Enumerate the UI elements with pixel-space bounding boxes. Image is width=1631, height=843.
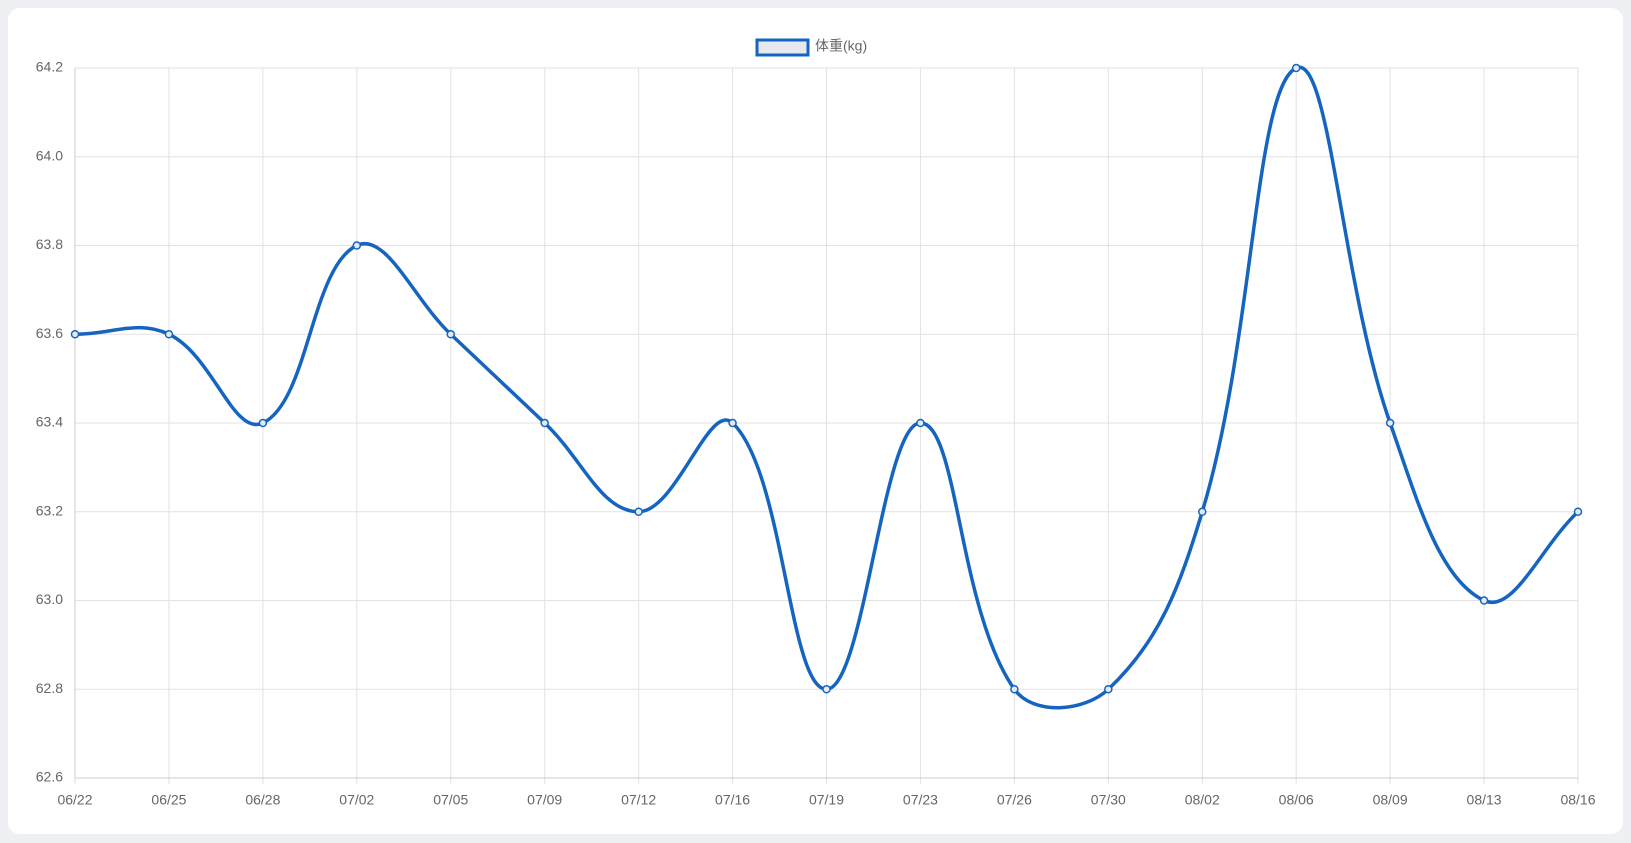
legend-label: 体重(kg) (815, 38, 867, 54)
point (540, 418, 549, 428)
y-tick-label: 63.2 (36, 502, 63, 518)
point (70, 330, 80, 339)
x-tick-label: 07/19 (809, 792, 844, 808)
y-tick-label: 62.6 (36, 769, 63, 785)
x-tick-label: 07/23 (903, 792, 938, 808)
point (1104, 685, 1113, 694)
point (1291, 63, 1301, 73)
point (728, 418, 737, 428)
point (1010, 685, 1019, 694)
y-tick-label: 64.0 (36, 147, 63, 163)
point (258, 418, 268, 428)
y-tick-label: 64.2 (36, 59, 63, 75)
x-tick-label: 07/09 (527, 792, 562, 808)
point (822, 685, 831, 694)
x-tick-label: 07/05 (433, 792, 468, 808)
x-tick-label: 08/13 (1467, 792, 1502, 808)
x-tick-label: 07/26 (997, 792, 1032, 808)
point (1479, 596, 1489, 605)
x-tick-label: 07/16 (715, 792, 750, 808)
point (1573, 507, 1583, 516)
x-tick-label: 07/02 (339, 792, 374, 808)
y-tick-label: 63.4 (36, 414, 63, 430)
x-tick-label: 06/22 (57, 792, 92, 808)
x-tick-label: 06/28 (245, 792, 280, 808)
x-tick-label: 08/16 (1560, 792, 1595, 808)
point (352, 241, 362, 250)
y-tick-label: 62.8 (36, 680, 63, 696)
y-tick-label: 63.0 (36, 591, 63, 607)
y-tick-label: 63.6 (36, 325, 63, 341)
x-tick-label: 07/30 (1091, 792, 1126, 808)
x-tick-label: 07/12 (621, 792, 656, 808)
x-tick-label: 08/02 (1185, 792, 1220, 808)
card (8, 8, 1623, 834)
point (634, 507, 643, 516)
y-tick-label: 63.8 (36, 236, 63, 252)
x-tick-label: 06/25 (151, 792, 186, 808)
x-tick-label: 08/09 (1373, 792, 1408, 808)
point (1385, 418, 1395, 428)
point (1198, 507, 1207, 516)
x-tick-label: 08/06 (1279, 792, 1314, 808)
point (916, 418, 925, 428)
point (164, 330, 174, 339)
point (446, 330, 455, 339)
legend-swatch (755, 38, 810, 57)
